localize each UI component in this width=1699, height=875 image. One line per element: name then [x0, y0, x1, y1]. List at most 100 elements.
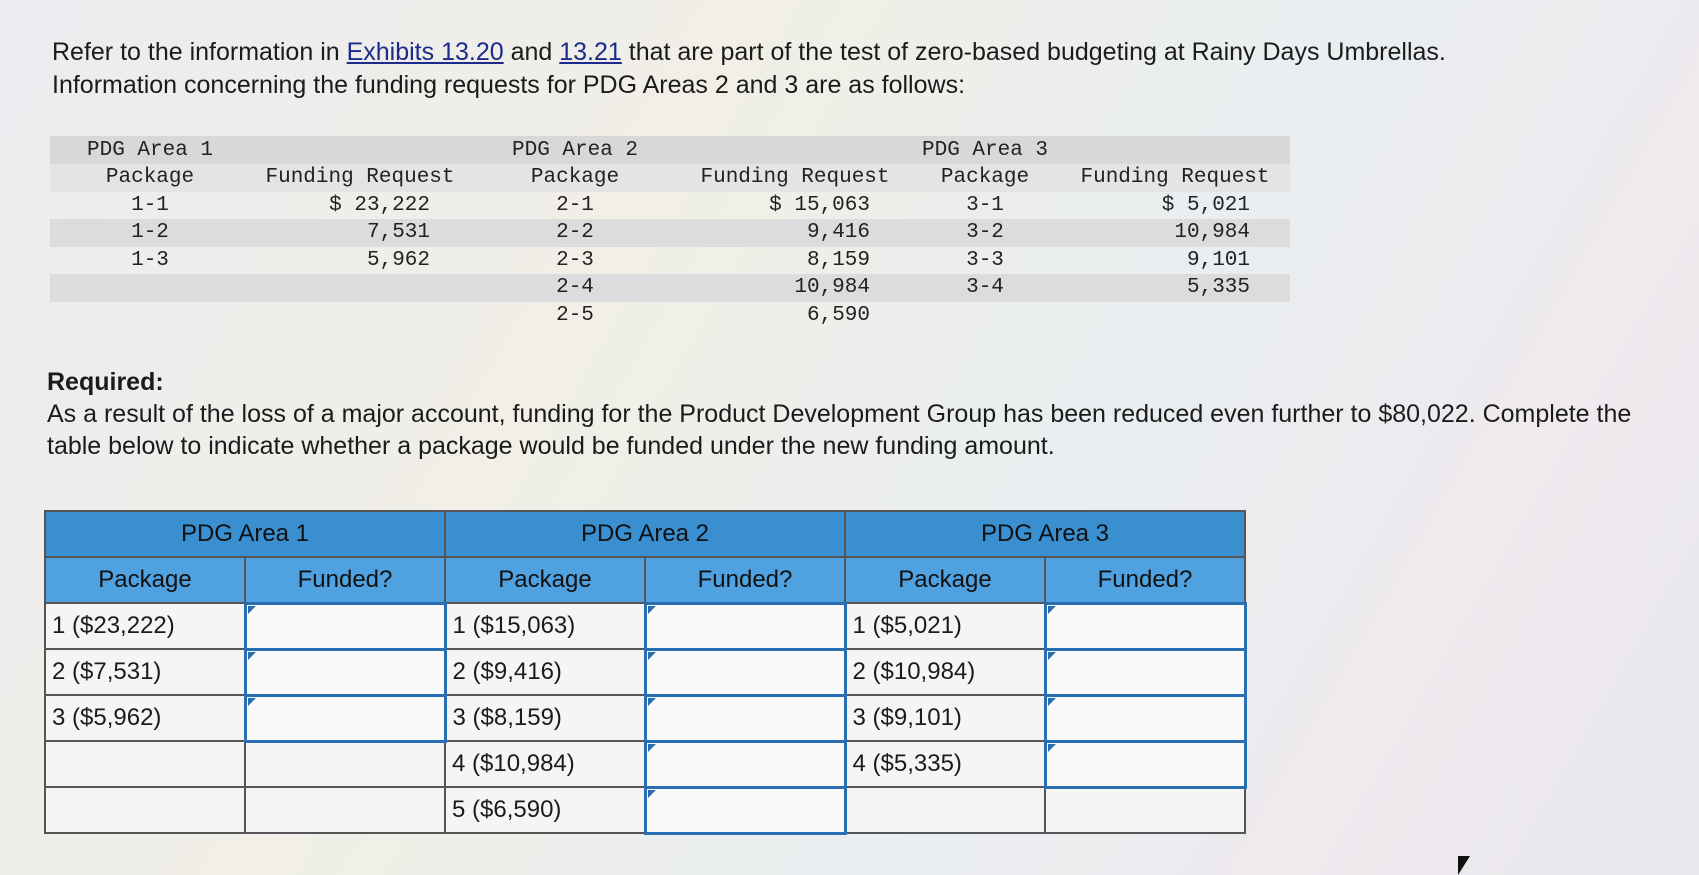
- funded-dropdown[interactable]: [1043, 647, 1247, 697]
- funded-dropdown[interactable]: [1043, 601, 1247, 651]
- grid-package-cell: 4 ($5,335): [844, 740, 1046, 788]
- exhibit-package-header: Package: [530, 166, 620, 190]
- exhibit-area1-title: PDG Area 1: [86, 138, 214, 162]
- grid-package-cell: 2 ($7,531): [44, 648, 246, 696]
- funded-dropdown[interactable]: [643, 693, 847, 743]
- exhibit-amount: 5,335: [1186, 276, 1250, 300]
- exhibit-area3-title: PDG Area 3: [921, 138, 1049, 162]
- exhibit-amount: $ 5,021: [1161, 193, 1250, 217]
- exhibit-amount: 10,984: [794, 276, 870, 300]
- exhibit-package: 2-1: [556, 193, 594, 217]
- exhibit-funding-header: Funding Request: [265, 166, 455, 190]
- grid-area1-header: PDG Area 1: [44, 510, 446, 558]
- grid-empty-cell: [244, 740, 446, 788]
- intro-text-part: Refer to the information in: [52, 38, 347, 66]
- exhibit-package: 2-3: [556, 248, 594, 272]
- intro-text-part: and: [503, 38, 560, 66]
- grid-row: 5 ($6,590): [44, 785, 1246, 835]
- required-section: Required: As a result of the loss of a m…: [47, 366, 1667, 462]
- grid-column-header-row: Package Funded? Package Funded? Package …: [44, 556, 1246, 604]
- exhibit-package: 1-1: [131, 193, 169, 217]
- exhibit-row: 1-2 7,531 2-2 9,416 3-2 10,984: [50, 219, 1290, 247]
- exhibit-amount: 9,416: [806, 221, 870, 245]
- exhibit-package-header: Package: [105, 166, 195, 190]
- exhibit-package: 3-4: [966, 276, 1004, 300]
- exhibit-header-row: PDG Area 1 PDG Area 2 PDG Area 3: [50, 136, 1290, 164]
- grid-area3-header: PDG Area 3: [844, 510, 1246, 558]
- grid-funded-header: Funded?: [644, 556, 846, 604]
- exhibit-amount: 5,962: [366, 248, 430, 272]
- exhibit-package-header: Package: [940, 166, 1030, 190]
- exhibit-funding-header: Funding Request: [700, 166, 890, 190]
- intro-text: Refer to the information in Exhibits 13.…: [52, 36, 1612, 102]
- grid-empty-cell: [44, 740, 246, 788]
- grid-package-cell: 2 ($9,416): [444, 648, 646, 696]
- grid-package-cell: 3 ($9,101): [844, 694, 1046, 742]
- funded-dropdown[interactable]: [643, 739, 847, 789]
- funded-dropdown[interactable]: [243, 601, 447, 651]
- intro-line-2: Information concerning the funding reque…: [52, 71, 966, 99]
- grid-empty-cell: [44, 786, 246, 834]
- required-title: Required:: [47, 368, 164, 396]
- grid-package-cell: 1 ($15,063): [444, 602, 646, 650]
- exhibit-amount: 7,531: [366, 221, 430, 245]
- funded-dropdown[interactable]: [643, 647, 847, 697]
- grid-row: 1 ($23,222) 1 ($15,063) 1 ($5,021): [44, 601, 1247, 651]
- funded-dropdown[interactable]: [643, 601, 847, 651]
- funded-dropdown[interactable]: [643, 785, 847, 835]
- exhibit-package: 2-2: [556, 221, 594, 245]
- funded-dropdown[interactable]: [1043, 693, 1247, 743]
- exhibit-amount: $ 15,063: [769, 193, 870, 217]
- grid-package-cell: 2 ($10,984): [844, 648, 1046, 696]
- grid-package-cell: 1 ($23,222): [44, 602, 246, 650]
- exhibit-package: 2-5: [556, 303, 594, 327]
- exhibit-row: 1-3 5,962 2-3 8,159 3-3 9,101: [50, 247, 1290, 275]
- grid-area-header-row: PDG Area 1 PDG Area 2 PDG Area 3: [44, 510, 1246, 558]
- exhibit-amount: 8,159: [806, 248, 870, 272]
- exhibit-package: 2-4: [556, 276, 594, 300]
- grid-funded-header: Funded?: [244, 556, 446, 604]
- exhibit-package: 3-2: [966, 221, 1004, 245]
- exhibit-row: 1-1 $ 23,222 2-1 $ 15,063 3-1 $ 5,021: [50, 192, 1290, 220]
- grid-row: 2 ($7,531) 2 ($9,416) 2 ($10,984): [44, 647, 1247, 697]
- grid-row: 4 ($10,984) 4 ($5,335): [44, 739, 1247, 789]
- exhibit-package: 1-2: [131, 221, 169, 245]
- grid-empty-cell: [1044, 786, 1246, 834]
- funded-dropdown[interactable]: [243, 647, 447, 697]
- grid-row: 3 ($5,962) 3 ($8,159) 3 ($9,101): [44, 693, 1247, 743]
- exhibit-package: 3-1: [966, 193, 1004, 217]
- exhibit-row: 2-4 10,984 3-4 5,335: [50, 274, 1290, 302]
- required-text: As a result of the loss of a major accou…: [47, 400, 1632, 460]
- funded-dropdown[interactable]: [1043, 739, 1247, 789]
- exhibit-amount: 6,590: [806, 303, 870, 327]
- grid-empty-cell: [244, 786, 446, 834]
- exhibit-amount: 9,101: [1186, 248, 1250, 272]
- grid-package-header: Package: [444, 556, 646, 604]
- exhibit-table: PDG Area 1 PDG Area 2 PDG Area 3 Package…: [50, 136, 1290, 329]
- exhibit-row: 2-5 6,590: [50, 302, 1290, 330]
- grid-package-cell: 3 ($5,962): [44, 694, 246, 742]
- grid-package-cell: 1 ($5,021): [844, 602, 1046, 650]
- mouse-cursor-icon: [1458, 856, 1470, 875]
- exhibit-package: 3-3: [966, 248, 1004, 272]
- grid-empty-cell: [844, 786, 1046, 834]
- grid-area2-header: PDG Area 2: [444, 510, 846, 558]
- exhibit-area2-title: PDG Area 2: [511, 138, 639, 162]
- grid-package-cell: 5 ($6,590): [444, 786, 646, 834]
- exhibit-subheader-row: Package Funding Request Package Funding …: [50, 164, 1290, 192]
- funding-answer-table: PDG Area 1 PDG Area 2 PDG Area 3 Package…: [44, 510, 1247, 835]
- funded-dropdown[interactable]: [243, 693, 447, 743]
- exhibit-package: 1-3: [131, 248, 169, 272]
- exhibit-amount: $ 23,222: [329, 193, 430, 217]
- exhibit-funding-header: Funding Request: [1080, 166, 1270, 190]
- grid-package-header: Package: [44, 556, 246, 604]
- exhibit-13-20-link[interactable]: Exhibits 13.20: [346, 38, 504, 66]
- intro-line-1: Refer to the information in Exhibits 13.…: [52, 36, 1612, 69]
- grid-funded-header: Funded?: [1044, 556, 1246, 604]
- exhibit-13-21-link[interactable]: 13.21: [559, 38, 622, 66]
- grid-package-cell: 3 ($8,159): [444, 694, 646, 742]
- exhibit-amount: 10,984: [1174, 221, 1250, 245]
- intro-text-part: that are part of the test of zero-based …: [621, 38, 1446, 66]
- grid-package-header: Package: [844, 556, 1046, 604]
- grid-package-cell: 4 ($10,984): [444, 740, 646, 788]
